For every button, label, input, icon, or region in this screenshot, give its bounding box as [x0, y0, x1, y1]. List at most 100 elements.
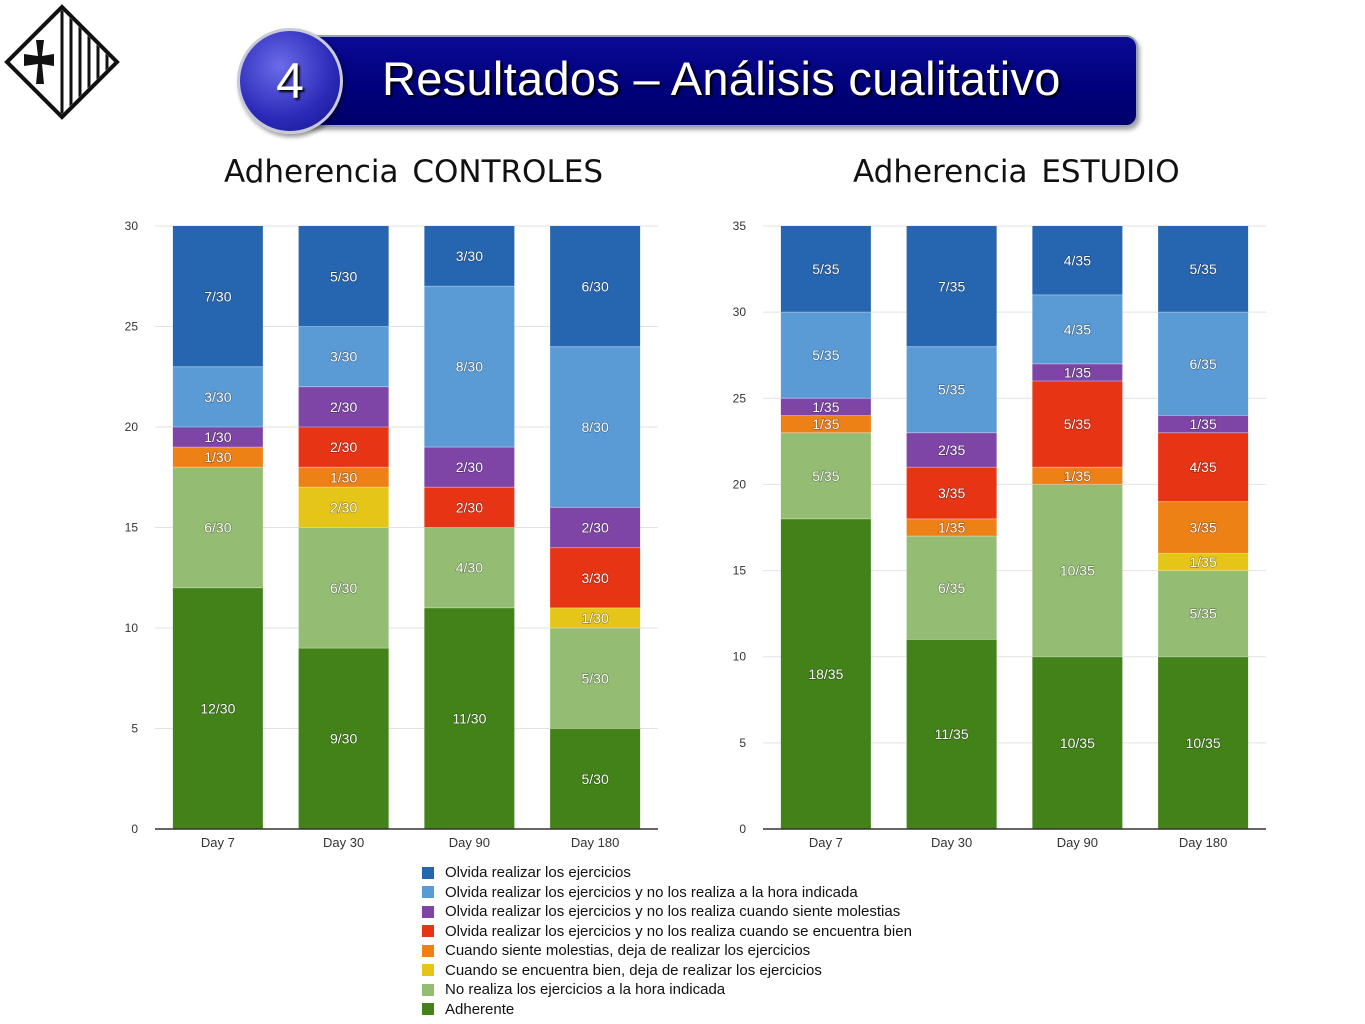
legend-swatch: [422, 925, 434, 938]
data-label: 1/35: [812, 399, 839, 415]
bar-segment: [298, 487, 389, 528]
bar-segment: [1158, 226, 1249, 313]
bar-segment: [1158, 656, 1249, 829]
bar-segment: [550, 226, 641, 347]
legend-label: Olvida realizar los ejercicios y no los …: [445, 883, 858, 901]
institution-logo: [4, 4, 120, 120]
legend-item: No realiza los ejercicios a la hora indi…: [422, 980, 912, 1000]
chart-legend: Olvida realizar los ejercicios Olvida re…: [422, 863, 912, 1019]
data-label: 1/35: [812, 416, 839, 432]
legend-item: Olvida realizar los ejercicios: [422, 863, 912, 883]
bar-segment: [780, 398, 871, 416]
data-label: 3/30: [582, 570, 609, 586]
bar-segment: [906, 346, 997, 433]
legend-label: Olvida realizar los ejercicios y no los …: [445, 903, 901, 921]
bar-segment: [780, 312, 871, 399]
y-tick-label: 25: [125, 320, 139, 334]
data-label: 2/35: [938, 442, 965, 458]
bar-segment: [1032, 381, 1123, 468]
bar-segment: [550, 607, 641, 628]
bar-segment: [780, 518, 871, 829]
data-label: 6/35: [938, 580, 965, 596]
data-label: 2/30: [456, 499, 483, 515]
x-tick-label: Day 30: [323, 835, 364, 850]
data-label: 1/35: [1190, 416, 1217, 432]
legend-item: Cuando se encuentra bien, deja de realiz…: [422, 961, 912, 981]
bar-segment: [1158, 432, 1249, 502]
data-label: 10/35: [1060, 563, 1095, 579]
data-label: 1/30: [204, 429, 231, 445]
data-label: 11/35: [935, 726, 969, 742]
legend-label: Cuando se encuentra bien, deja de realiz…: [445, 961, 822, 979]
legend-item: Olvida realizar los ejercicios y no los …: [422, 902, 912, 922]
bar-segment: [172, 366, 263, 427]
data-label: 1/30: [582, 610, 609, 626]
slide-title: Resultados – Análisis cualitativo: [382, 52, 1061, 105]
bar-segment: [550, 346, 641, 508]
chart-title-estudio: Adherencia ESTUDIO: [853, 154, 1180, 190]
data-label: 1/35: [938, 520, 965, 536]
data-label: 1/35: [1064, 364, 1091, 380]
bar-segment: [1032, 484, 1123, 657]
legend-label: Cuando siente molestias, deja de realiza…: [445, 942, 811, 960]
x-tick-label: Day 90: [449, 835, 490, 850]
data-label: 5/35: [812, 468, 839, 484]
data-label: 12/30: [200, 700, 235, 716]
cross-emblem: [24, 40, 54, 84]
bar-segment: [424, 487, 515, 528]
bar-segment: [172, 467, 263, 588]
bar-segment: [1032, 226, 1123, 295]
data-label: 5/30: [582, 670, 609, 686]
y-tick-label: 0: [131, 822, 138, 836]
bar-segment: [1158, 553, 1249, 571]
y-tick-label: 15: [733, 564, 747, 578]
data-label: 2/30: [582, 520, 609, 536]
legend-swatch: [422, 1003, 434, 1016]
data-label: 2/30: [330, 499, 357, 515]
data-label: 2/30: [330, 439, 357, 455]
bar-segment: [298, 427, 389, 468]
legend-label: Adherente: [445, 1000, 515, 1018]
data-label: 2/30: [456, 459, 483, 475]
bar-segment: [424, 447, 515, 488]
chart-controles: 0 5 10 15 20 25 30 12/30 6/30 1/30 1/30 3/30 7/30 Day…: [125, 219, 658, 850]
bar-segment: [1032, 294, 1123, 364]
legend-swatch: [422, 866, 434, 879]
legend-item: Olvida realizar los ejercicios y no los …: [422, 922, 912, 942]
data-label: 3/30: [330, 349, 357, 365]
chart-title-controles: Adherencia CONTROLES: [224, 154, 603, 190]
y-tick-label: 20: [125, 420, 139, 434]
data-label: 5/35: [1190, 606, 1217, 622]
data-label: 8/30: [582, 419, 609, 435]
data-label: 6/35: [1190, 356, 1217, 372]
data-label: 5/35: [938, 382, 965, 398]
bar-segment: [424, 607, 515, 829]
data-label: 2/30: [330, 399, 357, 415]
x-tick-label: Day 30: [931, 835, 972, 850]
bar-segment: [906, 639, 997, 829]
y-tick-label: 5: [739, 736, 746, 750]
chart-estudio: 0510152025303518/355/351/351/355/355/35D…: [733, 219, 1266, 850]
legend-item: Cuando siente molestias, deja de realiza…: [422, 941, 912, 961]
x-tick-label: Day 7: [201, 835, 235, 850]
data-label: 1/30: [204, 449, 231, 465]
y-tick-label: 30: [125, 219, 139, 233]
bar-segment: [906, 536, 997, 640]
y-tick-label: 15: [125, 521, 139, 535]
bar-segment: [1158, 312, 1249, 416]
bar-segment: [298, 527, 389, 649]
x-tick-label: Day 7: [809, 835, 843, 850]
data-label: 10/35: [1060, 735, 1095, 751]
legend-swatch: [422, 905, 434, 918]
bar-segment: [550, 507, 641, 548]
bar-segment: [424, 527, 515, 608]
x-tick-label: Day 180: [1179, 835, 1227, 850]
data-label: 10/35: [1186, 735, 1221, 751]
bar-segment: [550, 728, 641, 829]
y-tick-label: 10: [125, 621, 139, 635]
data-label: 9/30: [330, 731, 357, 747]
data-label: 1/35: [1190, 554, 1217, 570]
bar-segment: [780, 432, 871, 519]
data-label: 4/35: [1064, 321, 1091, 337]
data-label: 6/30: [204, 520, 231, 536]
